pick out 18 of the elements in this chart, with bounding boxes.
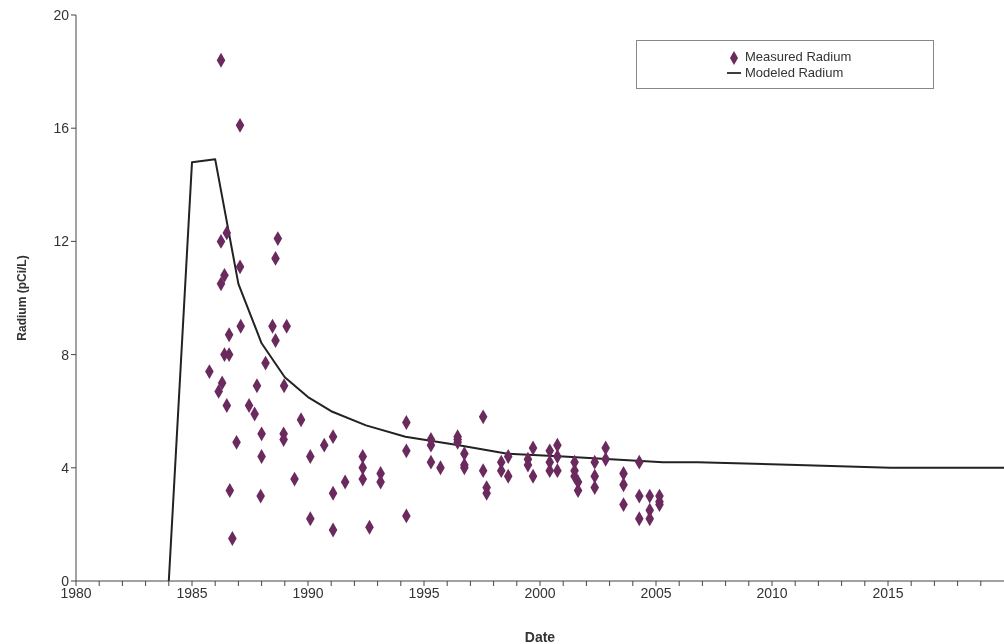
x-tick-label: 1990 (292, 584, 324, 601)
x-tick-label: 2005 (640, 584, 672, 601)
x-tick-label: 2015 (872, 584, 904, 601)
x-tick-label: 2000 (524, 584, 556, 601)
x-tick-label: 1985 (176, 584, 208, 601)
x-tick-label: 1995 (408, 584, 440, 601)
x-tick-label: 2010 (756, 584, 788, 601)
x-axis-title: Date (524, 629, 556, 644)
y-tick-label: 20 (53, 6, 70, 23)
y-tick-label: 12 (53, 233, 70, 250)
y-axis-title: Radium (pCi/L) (15, 255, 30, 341)
legend-label: Measured Radium (745, 49, 852, 64)
y-tick-label: 8 (61, 346, 70, 363)
y-tick-label: 0 (61, 572, 70, 589)
y-tick-label: 16 (53, 120, 70, 137)
y-tick-label: 4 (61, 459, 70, 476)
legend-label: Modeled Radium (745, 64, 844, 80)
line-series (167, 158, 1004, 581)
